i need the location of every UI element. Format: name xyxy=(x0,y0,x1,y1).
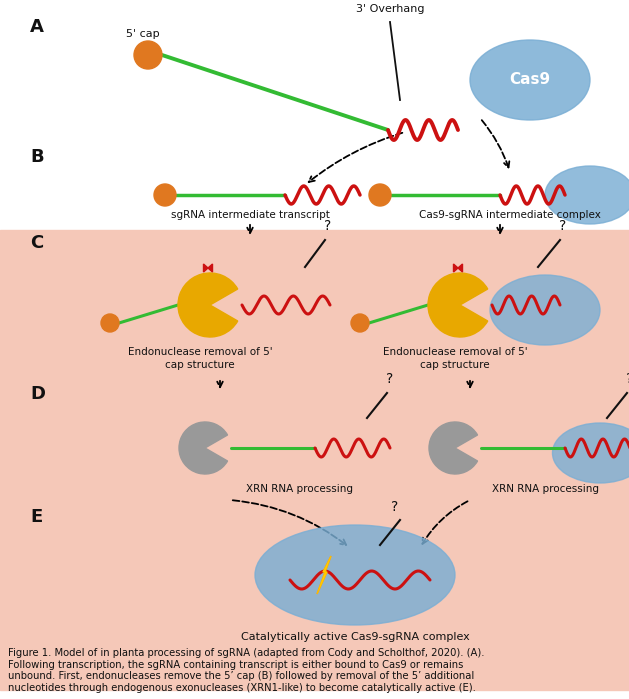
Text: 3' Overhang: 3' Overhang xyxy=(356,4,424,14)
Text: A: A xyxy=(30,18,44,36)
Text: Cas9: Cas9 xyxy=(509,73,550,87)
Text: ?: ? xyxy=(386,372,394,386)
Ellipse shape xyxy=(552,423,629,483)
Text: cap structure: cap structure xyxy=(165,360,235,370)
Text: Figure 1. Model of in planta processing of sgRNA (adapted from Cody and Scholtho: Figure 1. Model of in planta processing … xyxy=(8,648,484,693)
Circle shape xyxy=(351,314,369,332)
Polygon shape xyxy=(317,556,331,594)
Ellipse shape xyxy=(255,525,455,625)
Wedge shape xyxy=(428,273,487,337)
Text: cap structure: cap structure xyxy=(420,360,490,370)
Circle shape xyxy=(154,184,176,206)
Ellipse shape xyxy=(545,166,629,224)
Text: C: C xyxy=(30,234,43,252)
Text: B: B xyxy=(30,148,43,166)
Text: ?: ? xyxy=(559,219,567,233)
Bar xyxy=(0,230,629,690)
Text: XRN RNA processing: XRN RNA processing xyxy=(491,484,599,494)
Polygon shape xyxy=(454,264,462,272)
Text: E: E xyxy=(30,508,42,526)
Text: Catalytically active Cas9-sgRNA complex: Catalytically active Cas9-sgRNA complex xyxy=(241,632,469,642)
Text: Endonuclease removal of 5': Endonuclease removal of 5' xyxy=(128,347,272,357)
Polygon shape xyxy=(317,556,331,594)
Circle shape xyxy=(101,314,119,332)
Text: ?: ? xyxy=(325,219,331,233)
Ellipse shape xyxy=(490,275,600,345)
Text: sgRNA intermediate transcript: sgRNA intermediate transcript xyxy=(170,210,330,220)
Ellipse shape xyxy=(470,40,590,120)
Circle shape xyxy=(134,41,162,69)
Text: D: D xyxy=(30,385,45,403)
Polygon shape xyxy=(204,264,213,272)
Text: 5' cap: 5' cap xyxy=(126,29,160,39)
Text: XRN RNA processing: XRN RNA processing xyxy=(247,484,353,494)
Text: Endonuclease removal of 5': Endonuclease removal of 5' xyxy=(382,347,527,357)
Wedge shape xyxy=(178,273,238,337)
Circle shape xyxy=(369,184,391,206)
Text: ?: ? xyxy=(391,500,399,514)
Text: Cas9-sgRNA intermediate complex: Cas9-sgRNA intermediate complex xyxy=(419,210,601,220)
Wedge shape xyxy=(429,422,477,474)
Text: ?: ? xyxy=(626,372,629,386)
Wedge shape xyxy=(179,422,228,474)
